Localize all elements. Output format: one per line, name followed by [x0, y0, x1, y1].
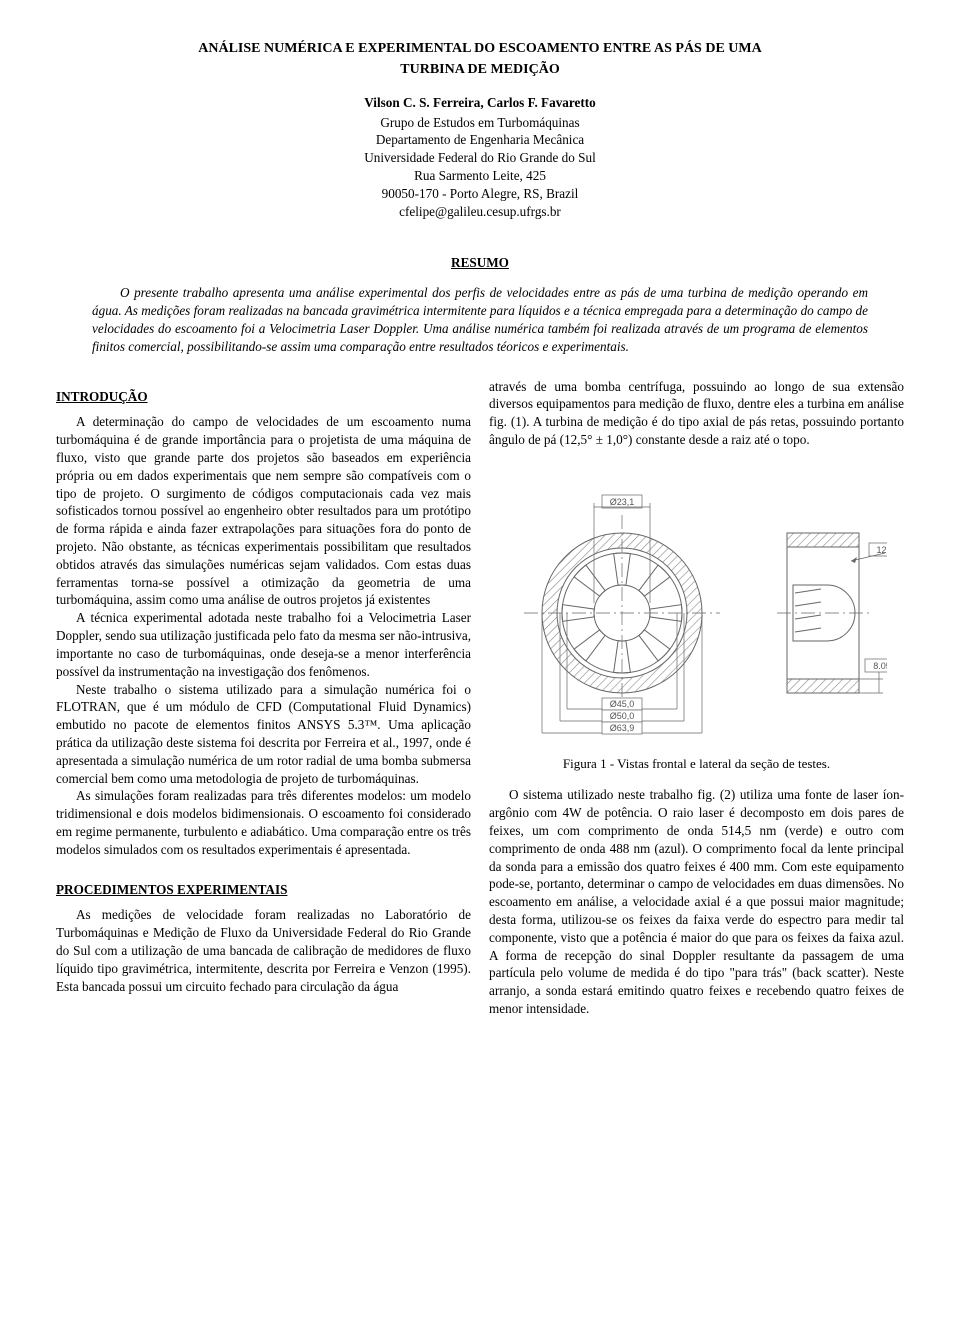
affiliation-email: cfelipe@galileu.cesup.ufrgs.br	[56, 203, 904, 221]
procedures-heading: PROCEDIMENTOS EXPERIMENTAIS	[56, 881, 471, 899]
right-paragraph-1: através de uma bomba centrífuga, possuin…	[489, 378, 904, 449]
abstract-text: O presente trabalho apresenta uma anális…	[92, 284, 868, 355]
abstract-heading: RESUMO	[56, 254, 904, 272]
two-column-body: INTRODUÇÃO A determinação do campo de ve…	[56, 378, 904, 1018]
intro-paragraph-2: A técnica experimental adotada neste tra…	[56, 609, 471, 680]
figure-1-drawing: Ø23,1 Ø45,0 Ø50,0 Ø63,9 12,5° 8.05	[507, 463, 887, 743]
affiliation-line-2: Departamento de Engenharia Mecânica	[56, 131, 904, 149]
intro-paragraph-3: Neste trabalho o sistema utilizado para …	[56, 681, 471, 788]
author-names: Vilson C. S. Ferreira, Carlos F. Favaret…	[56, 94, 904, 112]
intro-paragraph-4: As simulações foram realizadas para três…	[56, 787, 471, 858]
right-column: através de uma bomba centrífuga, possuin…	[489, 378, 904, 1018]
svg-text:8.05: 8.05	[873, 661, 887, 671]
figure-1: Ø23,1 Ø45,0 Ø50,0 Ø63,9 12,5° 8.05 Figura 1 -…	[489, 463, 904, 773]
abstract-body: O presente trabalho apresenta uma anális…	[92, 284, 868, 355]
intro-paragraph-1: A determinação do campo de velocidades d…	[56, 413, 471, 609]
affiliation-line-4: Rua Sarmento Leite, 425	[56, 167, 904, 185]
intro-heading: INTRODUÇÃO	[56, 388, 471, 406]
svg-text:12,5°: 12,5°	[876, 545, 887, 555]
figure-1-caption: Figura 1 - Vistas frontal e lateral da s…	[489, 755, 904, 773]
svg-text:Ø23,1: Ø23,1	[609, 497, 634, 507]
affiliation-line-5: 90050-170 - Porto Alegre, RS, Brazil	[56, 185, 904, 203]
paper-title-line2: TURBINA DE MEDIÇÃO	[56, 61, 904, 80]
procedures-paragraph-1: As medições de velocidade foram realizad…	[56, 906, 471, 995]
svg-text:Ø50,0: Ø50,0	[609, 711, 634, 721]
affiliation-line-1: Grupo de Estudos em Turbomáquinas	[56, 114, 904, 132]
affiliation-line-3: Universidade Federal do Rio Grande do Su…	[56, 149, 904, 167]
right-paragraph-2: O sistema utilizado neste trabalho fig. …	[489, 786, 904, 1018]
svg-text:Ø63,9: Ø63,9	[609, 723, 634, 733]
svg-text:Ø45,0: Ø45,0	[609, 699, 634, 709]
paper-title-line1: ANÁLISE NUMÉRICA E EXPERIMENTAL DO ESCOA…	[56, 40, 904, 59]
left-column: INTRODUÇÃO A determinação do campo de ve…	[56, 378, 471, 1018]
